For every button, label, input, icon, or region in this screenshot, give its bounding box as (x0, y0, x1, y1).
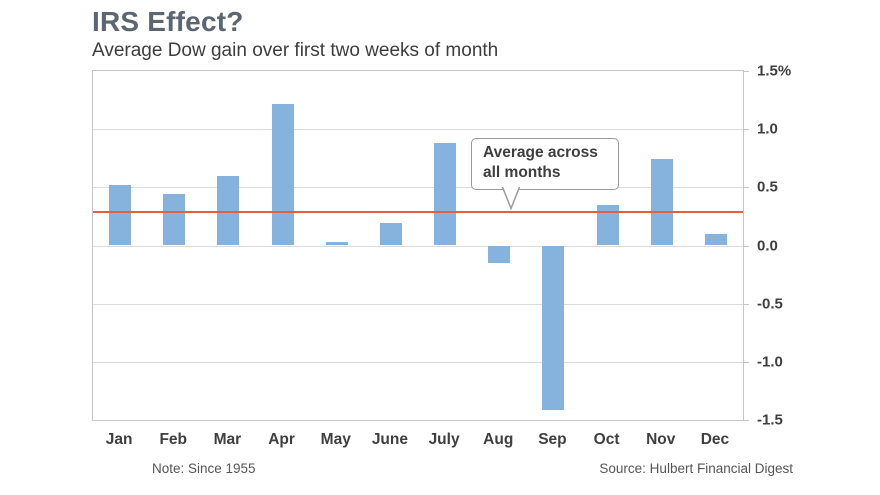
average-callout: Average across all months (471, 138, 619, 210)
y-tick-label: 0.0 (757, 237, 778, 254)
month-label-mar: Mar (213, 431, 242, 448)
y-tick-mark (744, 420, 749, 421)
y-tick-mark (744, 303, 749, 305)
bar-feb (163, 194, 186, 246)
y-tick-label: -0.5 (757, 295, 783, 313)
y-tick-label: -1.0 (757, 353, 783, 371)
y-tick-mark (744, 245, 749, 247)
month-label-apr: Apr (268, 431, 295, 448)
bar-sep (542, 245, 565, 410)
chart-source: Source: Hulbert Financial Digest (599, 461, 793, 476)
month-label-may: May (320, 431, 351, 448)
y-tick-label: 0.5 (757, 178, 778, 196)
page-title: IRS Effect? (92, 6, 244, 37)
bar-june (379, 223, 402, 246)
bar-aug (488, 245, 511, 263)
gridline (93, 361, 743, 363)
average-callout-text: Average across all months (483, 144, 598, 181)
y-axis: 1.5% 1.0 0.5 0.0 -0.5 -1.0 -1.5 (744, 63, 814, 429)
month-label-nov: Nov (646, 431, 676, 448)
bar-nov (650, 159, 673, 246)
x-axis: Jan Feb Mar Apr May June July Aug Sep Oct Nov Dec (92, 431, 744, 451)
bar-dec (704, 233, 727, 246)
month-label-july: July (428, 431, 460, 448)
y-tick-mark (744, 187, 749, 189)
bar-may (325, 242, 348, 246)
month-label-oct: Oct (593, 431, 620, 448)
bar-apr (271, 103, 294, 246)
bar-jan (109, 185, 132, 246)
month-label-june: June (371, 431, 408, 448)
y-tick-mark (744, 361, 749, 363)
gridline (93, 187, 743, 189)
average-line (93, 210, 743, 213)
y-tick-mark (744, 71, 749, 72)
bar-mar (217, 175, 240, 246)
month-label-dec: Dec (700, 431, 730, 448)
bar-oct (596, 204, 619, 246)
month-label-aug: Aug (483, 431, 514, 448)
chart-note: Note: Since 1955 (152, 461, 256, 476)
month-label-feb: Feb (159, 431, 188, 448)
y-tick-mark (744, 129, 749, 131)
callout-pointer-icon (501, 186, 521, 210)
plot-area (92, 70, 744, 421)
gridline (93, 303, 743, 305)
y-tick-label: -1.5 (757, 411, 783, 429)
month-label-jan: Jan (105, 431, 133, 448)
chart-subtitle: Average Dow gain over first two weeks of… (92, 40, 499, 61)
gridline (93, 245, 743, 247)
y-tick-label: 1.0 (757, 120, 778, 138)
month-label-sep: Sep (538, 431, 567, 448)
y-tick-label: 1.5% (757, 62, 792, 80)
gridline (93, 129, 743, 131)
bar-july (434, 143, 457, 246)
